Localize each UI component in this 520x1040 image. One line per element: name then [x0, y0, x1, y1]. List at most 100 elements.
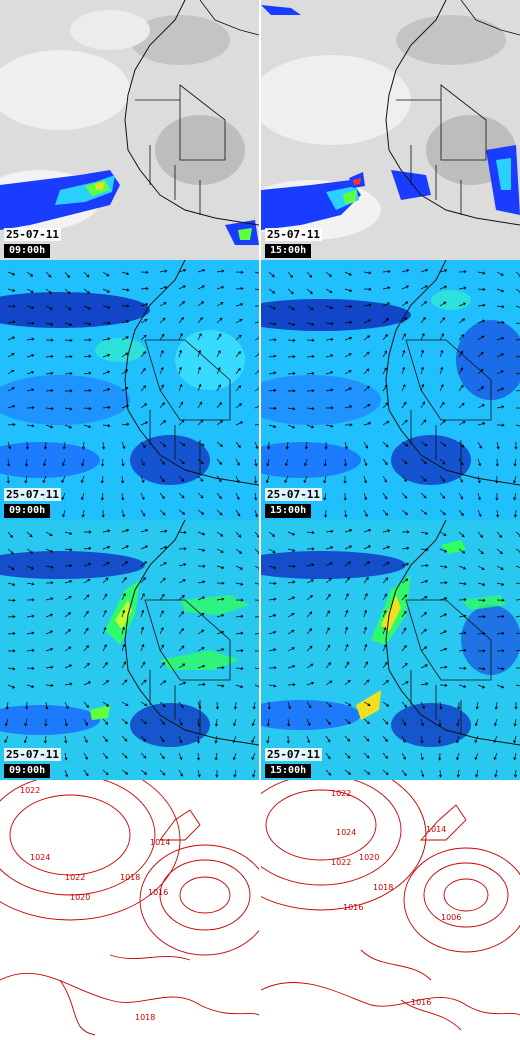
wind-arrow	[235, 351, 241, 358]
wind-arrow-head	[423, 495, 427, 499]
wind-arrow-head	[309, 595, 313, 599]
wind-arrow-head	[311, 407, 315, 411]
wind-arrow	[458, 302, 466, 307]
wind-arrow-head	[85, 645, 89, 649]
wind-arrow-head	[219, 512, 223, 516]
wind-arrow	[140, 752, 147, 759]
isobar-label: 1018	[373, 883, 393, 892]
wind-arrow	[306, 735, 310, 743]
wind-arrow-head	[272, 533, 276, 537]
wind-arrow	[216, 458, 222, 465]
wind-arrow	[197, 285, 205, 290]
wind-arrow-head	[181, 611, 185, 615]
wind-arrow	[401, 333, 406, 341]
wind-arrow	[178, 419, 185, 426]
wind-arrow-head	[425, 531, 429, 535]
wind-arrow-head	[201, 647, 205, 650]
wind-arrow	[64, 752, 67, 760]
wind-arrow-head	[50, 322, 54, 326]
wind-arrow	[382, 644, 387, 652]
wind-arrow	[254, 582, 259, 585]
wind-arrow	[382, 577, 389, 584]
wind-arrow	[140, 475, 145, 483]
wind-arrow-head	[11, 336, 16, 340]
wind-arrow	[140, 545, 148, 550]
wind-arrow	[477, 386, 484, 392]
wind-arrow-head	[482, 667, 486, 671]
wind-arrow-head	[254, 497, 258, 501]
wind-arrow-head	[200, 461, 204, 465]
wind-arrow	[439, 630, 447, 635]
wind-arrow	[344, 271, 352, 276]
wind-arrow-head	[456, 774, 460, 778]
wind-arrow-head	[196, 740, 200, 744]
wind-arrow-head	[384, 333, 388, 338]
wind-arrow-head	[202, 564, 206, 568]
wind-arrow-head	[221, 565, 225, 569]
wind-arrow	[401, 735, 406, 743]
wind-arrow	[83, 547, 91, 550]
wind-arrow-head	[273, 388, 277, 392]
wind-arrow	[363, 752, 370, 759]
wind-arrow-head	[125, 352, 129, 356]
wind-arrow	[178, 769, 183, 777]
wind-arrow-head	[266, 740, 270, 744]
wind-arrow-head	[221, 648, 225, 652]
wind-arrow	[102, 424, 110, 427]
wind-arrow	[83, 645, 89, 652]
wind-arrow	[216, 334, 222, 341]
wind-arrow	[382, 492, 388, 500]
wind-arrow	[159, 402, 165, 409]
wind-arrow	[178, 718, 183, 726]
wind-arrow	[268, 582, 277, 584]
wind-arrow-head	[348, 561, 352, 565]
wind-arrow	[83, 288, 90, 294]
wind-arrow	[45, 355, 54, 358]
wind-arrow-head	[161, 756, 165, 760]
wind-arrow-head	[482, 614, 486, 619]
wind-arrow-head	[201, 511, 205, 515]
wind-arrow	[382, 302, 390, 307]
wind-arrow-head	[240, 614, 244, 618]
wind-arrow	[45, 630, 53, 635]
wind-arrow-head	[364, 643, 368, 647]
wind-arrow	[363, 735, 370, 742]
wind-arrow-head	[345, 643, 349, 648]
wind-arrow-head	[31, 631, 35, 635]
wind-arrow-head	[461, 444, 465, 448]
wind-arrow-head	[460, 384, 464, 388]
wind-arrow-head	[24, 723, 28, 727]
wind-arrow-head	[442, 317, 446, 321]
wind-arrow	[159, 752, 165, 759]
wind-arrow-head	[478, 463, 482, 467]
wind-jet-map-1500	[261, 520, 520, 780]
wind-arrow	[197, 629, 204, 635]
wind-arrow	[344, 610, 348, 618]
wind-arrow-head	[383, 609, 387, 614]
wind-arrow	[178, 531, 187, 533]
wind-arrow	[477, 565, 485, 570]
wind-arrow	[178, 682, 186, 686]
wind-arrow-head	[442, 495, 446, 499]
wind-arrow	[159, 662, 165, 669]
wind-arrow	[401, 350, 405, 358]
wind-arrow-head	[364, 513, 368, 517]
wind-arrow-head	[164, 269, 168, 273]
wind-arrow-head	[88, 546, 92, 550]
wind-arrow	[495, 769, 498, 777]
wind-arrow-head	[271, 274, 275, 278]
wind-arrow-head	[68, 596, 72, 599]
wind-arrow-head	[444, 269, 448, 273]
wind-arrow	[26, 288, 34, 293]
wind-arrow	[159, 546, 167, 550]
wind-arrow-head	[126, 304, 130, 308]
wind-arrow-head	[308, 705, 312, 709]
wind-arrow-head	[50, 565, 54, 569]
wind-arrow	[101, 492, 104, 501]
wind-arrow	[287, 613, 295, 618]
wind-arrow-head	[31, 321, 35, 325]
wind-arrow-head	[202, 664, 206, 668]
wind-arrow	[363, 335, 370, 341]
wind-arrow	[140, 593, 145, 601]
wind-arrow-head	[103, 626, 107, 631]
